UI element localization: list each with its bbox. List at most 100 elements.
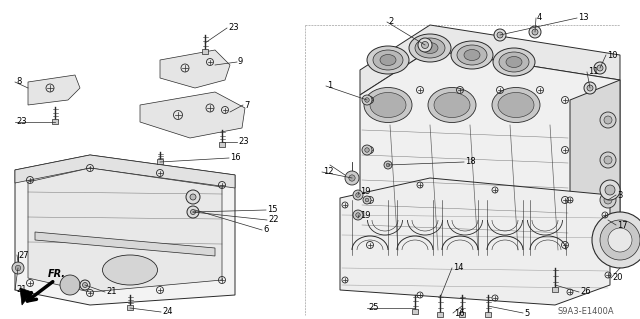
Circle shape [186, 190, 200, 204]
Polygon shape [35, 232, 215, 256]
Bar [459, 312, 465, 317]
Polygon shape [28, 75, 80, 105]
Bar [437, 312, 443, 317]
Bar [552, 287, 558, 292]
Text: 16: 16 [454, 308, 465, 317]
Text: 22: 22 [268, 216, 278, 225]
Bar [127, 305, 133, 310]
Circle shape [191, 210, 195, 214]
Circle shape [60, 275, 80, 295]
Polygon shape [15, 155, 235, 305]
Text: 19: 19 [360, 188, 371, 197]
Text: 1: 1 [327, 81, 332, 91]
Circle shape [600, 152, 616, 168]
Ellipse shape [464, 49, 480, 61]
Circle shape [584, 82, 596, 94]
Ellipse shape [409, 34, 451, 62]
Circle shape [386, 163, 390, 167]
Circle shape [345, 171, 359, 185]
Text: 21: 21 [106, 287, 116, 296]
Circle shape [187, 206, 199, 218]
Circle shape [15, 265, 20, 271]
Text: 23: 23 [238, 137, 248, 146]
Text: 25: 25 [368, 303, 378, 313]
Text: 15: 15 [267, 205, 278, 214]
Bar [219, 142, 225, 147]
Text: 20: 20 [612, 273, 623, 283]
Circle shape [600, 192, 616, 208]
Circle shape [604, 156, 612, 164]
Ellipse shape [492, 87, 540, 122]
Circle shape [604, 116, 612, 124]
Circle shape [494, 29, 506, 41]
Text: 24: 24 [162, 308, 173, 316]
Circle shape [600, 180, 620, 200]
Text: 7: 7 [244, 100, 250, 109]
Ellipse shape [428, 87, 476, 122]
Circle shape [594, 62, 606, 74]
Circle shape [80, 280, 90, 290]
Text: 6: 6 [263, 226, 268, 234]
Ellipse shape [370, 93, 406, 117]
Ellipse shape [415, 38, 445, 58]
Text: FR.: FR. [48, 269, 66, 279]
Text: 9: 9 [238, 57, 243, 66]
Circle shape [365, 198, 369, 202]
Circle shape [362, 145, 372, 155]
Circle shape [529, 26, 541, 38]
Circle shape [353, 190, 363, 200]
Circle shape [587, 85, 593, 91]
Polygon shape [15, 155, 235, 188]
Circle shape [600, 220, 640, 260]
Text: 8: 8 [16, 78, 21, 86]
Circle shape [418, 38, 432, 52]
Circle shape [363, 196, 371, 204]
Text: 13: 13 [578, 13, 589, 23]
Circle shape [362, 95, 372, 105]
Text: 23: 23 [228, 24, 239, 33]
Ellipse shape [493, 48, 535, 76]
Text: 12: 12 [323, 167, 333, 176]
Ellipse shape [422, 42, 438, 54]
Circle shape [532, 29, 538, 35]
Ellipse shape [498, 93, 534, 117]
Polygon shape [570, 80, 620, 270]
Ellipse shape [457, 45, 487, 65]
Circle shape [83, 283, 88, 287]
Ellipse shape [367, 46, 409, 74]
Circle shape [608, 228, 632, 252]
Text: 19: 19 [360, 211, 371, 219]
Circle shape [600, 112, 616, 128]
Bar [485, 312, 491, 317]
Ellipse shape [434, 93, 470, 117]
Circle shape [356, 193, 360, 197]
Circle shape [604, 196, 612, 204]
Polygon shape [160, 50, 230, 88]
Circle shape [592, 212, 640, 268]
Polygon shape [20, 288, 32, 305]
Text: S9A3-E1400A: S9A3-E1400A [558, 308, 614, 316]
Circle shape [190, 194, 196, 200]
Text: 3: 3 [617, 190, 622, 199]
Circle shape [422, 41, 429, 48]
Bar [157, 159, 163, 164]
Ellipse shape [451, 41, 493, 69]
Ellipse shape [364, 87, 412, 122]
Bar [202, 49, 208, 54]
Ellipse shape [380, 55, 396, 65]
Circle shape [605, 185, 615, 195]
Text: 2: 2 [388, 18, 393, 26]
Text: 11: 11 [588, 68, 598, 77]
Text: 27: 27 [18, 250, 29, 259]
Text: 5: 5 [524, 308, 529, 317]
Text: 26: 26 [580, 287, 591, 296]
Circle shape [497, 32, 503, 38]
Circle shape [365, 148, 369, 152]
Ellipse shape [373, 50, 403, 70]
Ellipse shape [499, 52, 529, 72]
Text: 14: 14 [453, 263, 463, 272]
Circle shape [384, 161, 392, 169]
Text: 21: 21 [16, 286, 26, 294]
Text: 16: 16 [230, 153, 241, 162]
Polygon shape [340, 178, 610, 305]
